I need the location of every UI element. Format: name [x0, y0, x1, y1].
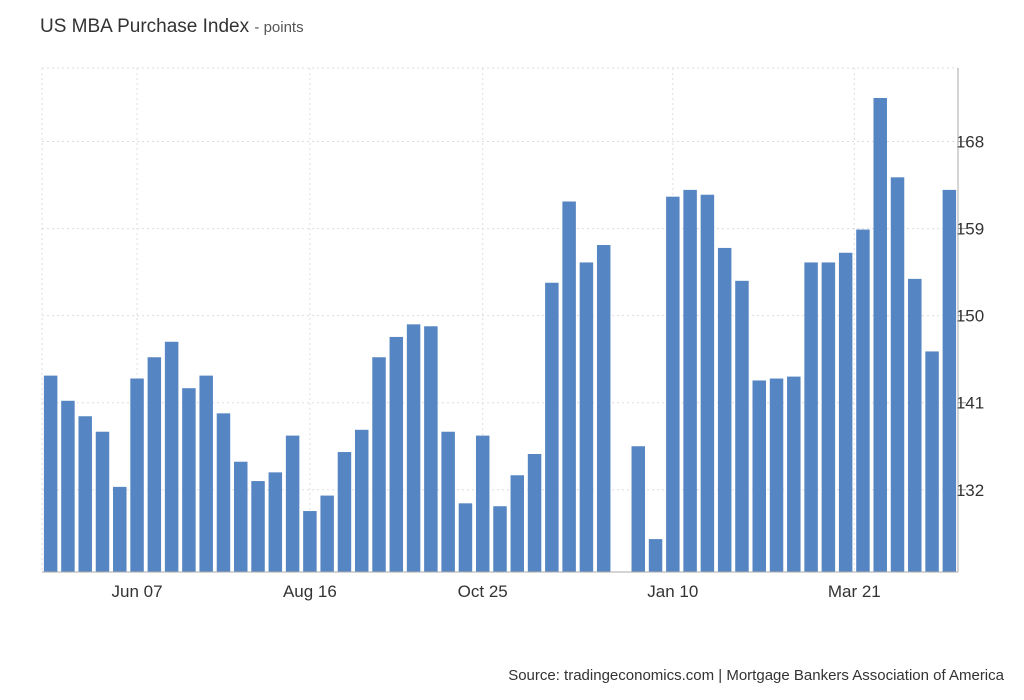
bar — [268, 472, 283, 572]
y-tick-label: 150 — [956, 307, 984, 326]
bar — [493, 506, 507, 572]
bar — [700, 194, 715, 572]
bar — [164, 341, 179, 572]
x-tick-label: Oct 25 — [458, 582, 508, 601]
bar — [337, 452, 352, 572]
chart-unit-text: points — [263, 19, 304, 36]
bar — [735, 280, 749, 572]
bar — [890, 177, 905, 572]
bar — [251, 481, 265, 572]
bar — [441, 431, 455, 572]
grid-lines — [41, 67, 958, 572]
bars — [43, 97, 957, 573]
bar — [666, 196, 680, 572]
bar — [683, 189, 697, 572]
bar — [527, 453, 542, 572]
bar — [787, 376, 801, 572]
bar — [424, 326, 438, 572]
bar — [458, 503, 473, 572]
x-tick-label: Mar 21 — [828, 582, 881, 601]
bar — [372, 357, 386, 572]
bar — [804, 262, 818, 572]
bar — [216, 413, 231, 572]
y-tick-label: 159 — [956, 220, 984, 239]
chart-title-text: US MBA Purchase Index — [40, 16, 250, 37]
bar — [510, 475, 525, 572]
bar — [354, 429, 369, 572]
bar — [285, 435, 300, 572]
bar — [769, 378, 784, 572]
bar — [942, 189, 957, 572]
bar — [579, 262, 594, 572]
bar — [234, 461, 248, 572]
bar — [648, 539, 663, 572]
y-tick-label: 141 — [956, 394, 984, 413]
bar — [199, 375, 213, 572]
bar-chart: 132 141 150 159 168 Jun 07 Aug 16 Oct 25 Jan 10 M… — [41, 67, 984, 601]
bar — [303, 511, 317, 572]
x-tick-label: Aug 16 — [283, 582, 337, 601]
bar — [562, 201, 576, 572]
source-note: Source: tradingeconomics.com | Mortgage … — [508, 667, 1004, 684]
bar — [475, 435, 490, 572]
bar — [631, 446, 646, 572]
y-tick-label: 168 — [956, 133, 984, 152]
bar — [838, 252, 853, 572]
chart-unit: - points — [254, 19, 304, 36]
bar — [821, 262, 836, 572]
bar — [389, 336, 404, 572]
bar — [130, 378, 144, 572]
bar — [406, 324, 421, 572]
bar — [95, 431, 110, 572]
bar — [856, 229, 870, 573]
bar — [908, 278, 922, 572]
x-tick-label: Jun 07 — [112, 582, 163, 601]
axes: 132 141 150 159 168 Jun 07 Aug 16 Oct 25 Jan 10 M… — [42, 68, 984, 601]
bar — [925, 351, 939, 572]
y-tick-label: 132 — [956, 481, 984, 500]
bar — [320, 495, 334, 572]
bar — [717, 247, 732, 572]
bar — [873, 97, 887, 572]
chart-title: US MBA Purchase Index - points — [40, 16, 304, 38]
bar — [182, 388, 196, 572]
bar — [43, 375, 58, 572]
bar — [78, 416, 92, 572]
bar — [113, 486, 127, 572]
x-tick-label: Jan 10 — [647, 582, 698, 601]
bar — [147, 357, 162, 572]
bar — [752, 380, 766, 572]
bar — [545, 282, 559, 572]
bar — [596, 245, 611, 572]
bar — [61, 400, 75, 572]
